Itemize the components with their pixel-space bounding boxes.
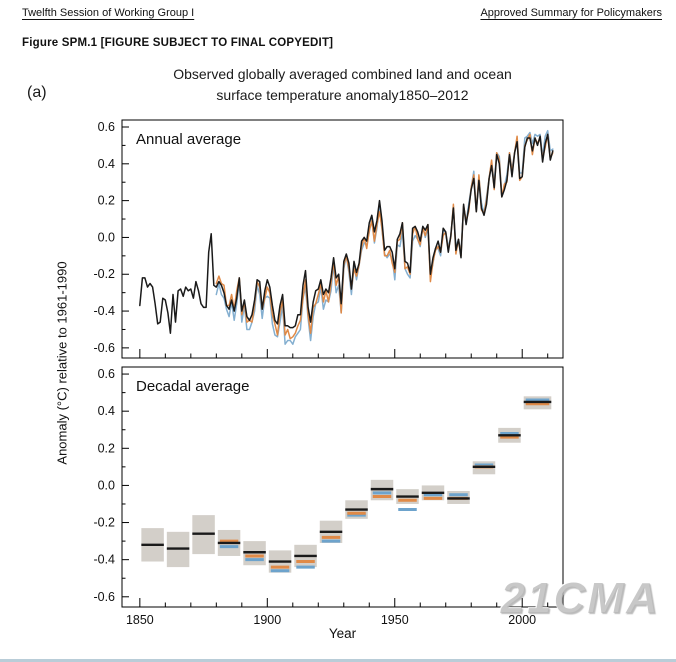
tick-label: 0.6 bbox=[98, 120, 115, 134]
orange-annual-line bbox=[215, 133, 554, 340]
tick-label: -0.4 bbox=[93, 553, 115, 567]
annual-average-label: Annual average bbox=[136, 131, 242, 148]
tick-label: -0.2 bbox=[93, 267, 115, 281]
tick-label: 0.6 bbox=[98, 367, 115, 381]
y-axis-label: Anomaly (°C) relative to 1961-1990 bbox=[54, 261, 70, 465]
tick-label: -0.6 bbox=[93, 590, 115, 604]
tick-label: 1850 bbox=[126, 613, 154, 627]
tick-label: 2000 bbox=[508, 613, 536, 627]
tick-label: 0.0 bbox=[98, 230, 115, 244]
chart-title: Observed globally averaged combined land… bbox=[122, 64, 563, 106]
tick-label: 1900 bbox=[253, 613, 281, 627]
tick-label: 1950 bbox=[381, 613, 409, 627]
black-annual-line bbox=[139, 133, 554, 334]
decadal-average-label: Decadal average bbox=[136, 378, 250, 395]
bottom-edge-strip bbox=[0, 659, 676, 662]
tick-label: -0.6 bbox=[93, 341, 115, 355]
x-axis-label: Year bbox=[328, 626, 357, 641]
blue-annual-line bbox=[215, 129, 554, 345]
tick-label: 0.2 bbox=[98, 194, 115, 208]
tick-label: -0.4 bbox=[93, 304, 115, 318]
tick-label: 0.4 bbox=[98, 404, 115, 418]
tick-label: 0.2 bbox=[98, 441, 115, 455]
panel-a-label: (a) bbox=[27, 84, 47, 101]
annual-panel-frame bbox=[121, 119, 564, 359]
tick-label: 0.0 bbox=[98, 478, 115, 492]
header-right: Approved Summary for Policymakers bbox=[480, 7, 662, 19]
header-left: Twelfth Session of Working Group I bbox=[22, 7, 195, 19]
chart-title-line1: Observed globally averaged combined land… bbox=[173, 66, 512, 82]
chart-title-line2: surface temperature anomaly1850–2012 bbox=[216, 87, 469, 103]
tick-label: 0.4 bbox=[98, 157, 115, 171]
figure-caption: Figure SPM.1 [FIGURE SUBJECT TO FINAL CO… bbox=[22, 37, 334, 49]
tick-label: -0.2 bbox=[93, 516, 115, 530]
decadal-panel-frame bbox=[121, 366, 564, 608]
